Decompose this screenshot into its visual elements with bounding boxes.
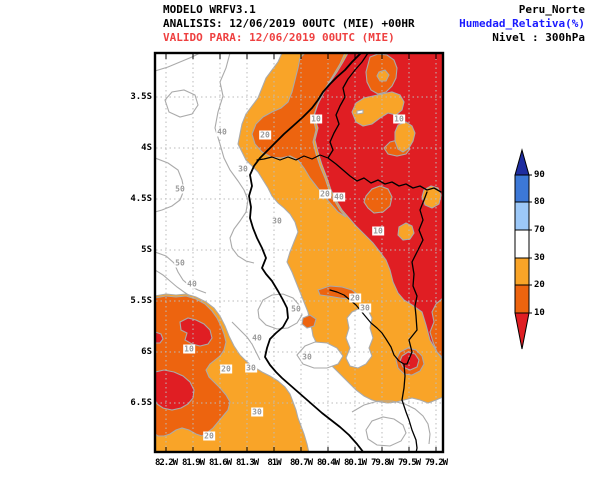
field-title: Humedad_Relativa(%) — [459, 17, 585, 30]
y-tick-label: 4S — [141, 143, 152, 153]
gray-contour-40-coast — [231, 321, 261, 361]
x-tick-label: 81.6W — [208, 458, 232, 468]
axis-ticks — [165, 54, 437, 452]
darkorange-strip-right-edge — [429, 298, 442, 358]
colorbar-seg-70-80 — [514, 201, 530, 231]
x-tick-label: 80.4W — [316, 458, 340, 468]
contour-label: 20 — [203, 431, 215, 441]
colorbar-arrow-top — [514, 148, 530, 176]
x-tick-label: 79.5W — [397, 458, 421, 468]
gray-contour-50-loop-coast — [257, 293, 303, 330]
gray-contour-40-north — [214, 54, 255, 264]
red-core-sw-upper — [179, 317, 213, 347]
contour-label: 10 — [372, 226, 384, 236]
contour-label: 40 — [216, 127, 228, 137]
orange-core-ne-patch — [376, 69, 390, 82]
gray-contour-loop-nw — [164, 89, 199, 118]
river-east — [401, 191, 428, 452]
contour-label: 50 — [290, 304, 302, 314]
contour-label: 10 — [310, 114, 322, 124]
region-title: Peru_Norte — [518, 3, 585, 16]
white-hole-center-east — [345, 307, 374, 369]
border-line-north — [327, 54, 442, 193]
x-tick-label: 80.7W — [289, 458, 313, 468]
contour-label: 30 — [237, 164, 249, 174]
colorbar-ticks — [529, 174, 532, 314]
model-title: MODELO WRFV3.1 — [163, 3, 256, 16]
y-tick-label: 5.5S — [130, 296, 152, 306]
coastline — [248, 54, 365, 452]
white-speck — [356, 109, 364, 115]
colorbar-seg-30-70 — [514, 229, 530, 259]
colorbar-seg-20-30 — [514, 257, 530, 286]
analysis-line: ANALISIS: 12/06/2019 00UTC (MIE) +00HR — [163, 17, 415, 30]
x-tick-label: 81.3W — [235, 458, 259, 468]
colorbar-label: 30 — [534, 253, 545, 263]
x-tick-label: 80.1W — [343, 458, 367, 468]
gray-contour-oval-se — [365, 416, 407, 447]
gray-contour-topleft — [156, 54, 200, 72]
y-tick-label: 5S — [141, 245, 152, 255]
colorbar-seg-10-20 — [514, 284, 530, 314]
colorbar — [514, 148, 532, 350]
contour-label: 40 — [186, 279, 198, 289]
contour-label: 40 — [333, 192, 345, 202]
red-core-sw-edge — [156, 331, 164, 344]
colorbar-label: 80 — [534, 197, 545, 207]
level-title: Nivel : 300hPa — [492, 31, 585, 44]
orange-patch-on-red-4 — [397, 222, 415, 241]
contour-label: 30 — [251, 407, 263, 417]
gray-contour-arc-se — [351, 400, 431, 445]
gray-contour-40-west-lower — [156, 269, 191, 297]
colorbar-label: 20 — [534, 280, 545, 290]
contour-label: 20 — [259, 130, 271, 140]
contour-label: 30 — [301, 352, 313, 362]
y-tick-label: 6S — [141, 347, 152, 357]
colorbar-seg-80-90 — [514, 174, 530, 203]
contour-label: 50 — [174, 184, 186, 194]
river-chira — [256, 154, 329, 161]
colorbar-label: 90 — [534, 170, 545, 180]
y-tick-label: 6.5S — [130, 398, 152, 408]
valid-line: VALIDO PARA: 12/06/2019 00UTC (MIE) — [163, 31, 395, 44]
colorbar-label: 70 — [534, 225, 545, 235]
contour-label: 30 — [245, 363, 257, 373]
contour-label: 20 — [319, 189, 331, 199]
x-tick-label: 79.2W — [424, 458, 448, 468]
contour-label: 10 — [183, 344, 195, 354]
colorbar-arrow-bottom — [514, 312, 530, 350]
y-tick-label: 4.5S — [130, 194, 152, 204]
x-tick-label: 82.2W — [154, 458, 178, 468]
contour-label: 50 — [174, 258, 186, 268]
map-frame — [153, 51, 445, 454]
darkorange-blob-small — [301, 314, 317, 329]
contour-label: 20 — [349, 293, 361, 303]
contour-label: 30 — [271, 216, 283, 226]
contour-label: 30 — [359, 303, 371, 313]
gray-contour-50-west-lower — [156, 251, 207, 294]
contour-label: 20 — [220, 364, 232, 374]
x-tick-label: 79.8W — [370, 458, 394, 468]
contour-label: 40 — [251, 333, 263, 343]
contour-label: 10 — [393, 114, 405, 124]
humidity-field-layers — [156, 54, 442, 452]
colorbar-label: 10 — [534, 308, 545, 318]
lonlat-grid — [156, 54, 442, 452]
boundary-diagonal — [329, 289, 405, 365]
x-tick-label: 81.9W — [181, 458, 205, 468]
red-core-sw-lower — [156, 369, 195, 411]
white-hole-center — [296, 341, 344, 369]
x-tick-label: 81W — [267, 458, 281, 468]
y-tick-label: 3.5S — [130, 92, 152, 102]
